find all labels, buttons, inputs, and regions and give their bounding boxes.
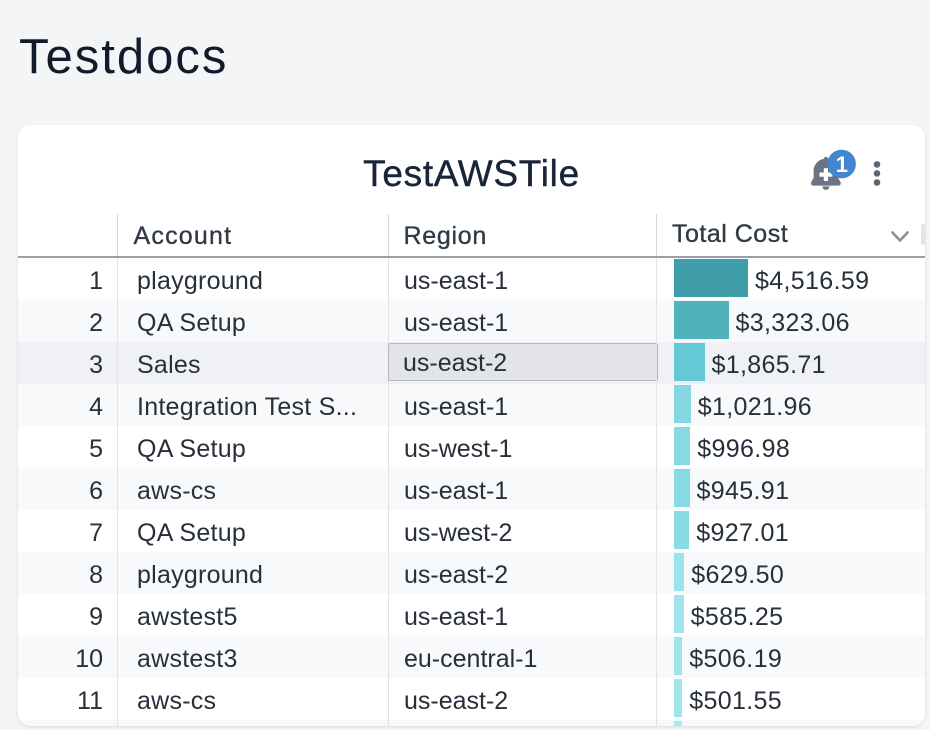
svg-text:1: 1 <box>836 152 848 177</box>
